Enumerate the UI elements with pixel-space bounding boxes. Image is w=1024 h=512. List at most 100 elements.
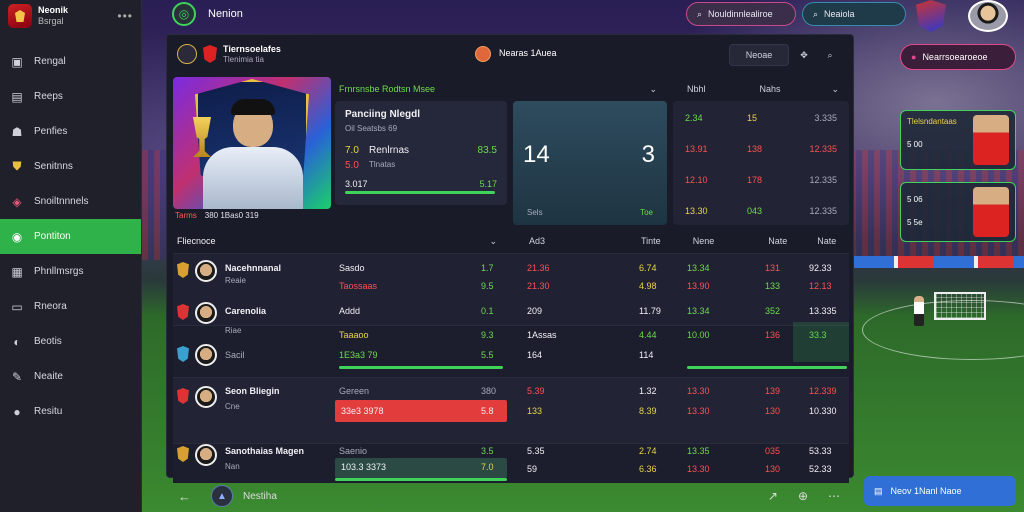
avatar[interactable]	[968, 0, 1008, 32]
bookmark-icon: ▤	[11, 89, 23, 104]
club-crest-icon	[177, 262, 189, 278]
advertising-board	[854, 256, 1024, 268]
top-bar: ◎ Nenion ⌕ Nouldinnlealiroe ⌕ Neaiola	[142, 0, 1024, 32]
progress-bar	[687, 366, 847, 369]
globe-icon: ◐	[13, 334, 21, 349]
flag-icon: ◉	[11, 229, 23, 244]
search-input-secondary[interactable]: ⌕ Neaiola	[802, 2, 906, 26]
odds-row[interactable]: 13.91 138 12.335	[685, 144, 837, 154]
avatar	[195, 260, 217, 282]
team-crest-icon	[203, 45, 217, 63]
table-row[interactable]: Riae Taaaoo 9.3 1Assas 4.44 10.00 136 33…	[173, 322, 849, 377]
avatar	[195, 444, 217, 466]
page-title: Nenion	[208, 8, 243, 20]
header-filter-button[interactable]: Neoae	[729, 44, 789, 66]
match-icon	[475, 46, 491, 62]
player-hero-card[interactable]	[173, 77, 331, 209]
search-icon: ⌕	[813, 8, 819, 19]
score-card[interactable]: 14 3 Sels Toe	[513, 101, 667, 225]
score-home: 14	[523, 141, 550, 168]
club-crest-icon[interactable]	[916, 0, 946, 32]
sidebar-item-1[interactable]: ▤ Reeps	[11, 89, 63, 104]
table-row[interactable]: Seon Bliegin Cne Gereen 33e3 3978 380 5.…	[173, 377, 849, 443]
player-table: Nacehnnanal Reaie Carenolia Sasdo Taossa…	[173, 253, 849, 483]
bottom-label: Nestiha	[243, 490, 277, 502]
sidebar-item-7[interactable]: ▭ Rneora	[11, 299, 67, 314]
side-card-1[interactable]: Tlelsndantaas 5 00	[900, 110, 1016, 170]
player-thumbnail	[973, 115, 1009, 165]
table-row[interactable]: Sanothaias Magen Nan Saenio 103.3 3373 3…	[173, 443, 849, 483]
list-icon: ▦	[11, 264, 23, 279]
side-pill-button[interactable]: ● Nearrsoearoeoe	[900, 44, 1016, 70]
chevron-down-icon: ⌄	[649, 83, 657, 94]
app-logo-icon[interactable]: ◎	[172, 2, 196, 26]
stats-column-head[interactable]: Frnrsnsbe Rodtsn Msee ⌄	[339, 83, 657, 95]
sidebar-item-4[interactable]: ◈ Snoiltnnnels	[0, 184, 141, 219]
brand-title: Neonik	[38, 5, 69, 15]
chevron-down-icon: ⌄	[831, 83, 839, 94]
bottom-bar: ← ▲ Nestiha ↗ ⊕ ⋯	[166, 480, 854, 512]
goal-net	[934, 292, 986, 320]
avatar	[195, 344, 217, 366]
sidebar-item-5[interactable]: ◉ Pontiton	[0, 219, 141, 254]
highlight-cell	[793, 322, 849, 362]
progress-bar	[339, 366, 503, 369]
chevron-down-icon: ⌄	[489, 235, 497, 246]
share-icon[interactable]: ✥	[800, 49, 808, 60]
stat-progress-bar	[345, 191, 495, 194]
team-subtitle: Tlenimia tia	[223, 55, 264, 64]
avatar	[195, 386, 217, 408]
list-columns: Ad3 Tinte Nene Nate Nate	[529, 236, 837, 246]
team-badge-icon	[177, 44, 197, 64]
sidebar-item-2[interactable]: ☗ Penfies	[11, 124, 68, 139]
side-card-2[interactable]: 5 06 5 5e	[900, 182, 1016, 242]
club-crest-icon	[177, 446, 189, 462]
avatar	[195, 302, 217, 324]
list-head[interactable]: Fliecnoce ⌄	[177, 235, 497, 247]
more-icon[interactable]: ⋯	[828, 489, 840, 503]
odds-card[interactable]: 2.34 15 3.335 13.91 138 12.335 12.10 178 12.33…	[673, 101, 849, 225]
score-away: 3	[641, 141, 655, 168]
sidebar-item-0[interactable]: ▣ Rengal	[11, 54, 66, 69]
odds-row[interactable]: 13.30 043 12.335	[685, 206, 837, 216]
action-button[interactable]: ▤ Neov 1Nanl Naoe	[864, 476, 1016, 506]
hero-hair	[231, 99, 275, 115]
search-icon[interactable]: ⌕	[827, 49, 833, 60]
sidebar-item-6[interactable]: ▦ Phnllmsrgs	[11, 264, 84, 279]
hero-caption: Tarms 380 1Bas0 319	[175, 211, 259, 220]
stack-icon: ◈	[12, 194, 22, 209]
monitor-icon: ▭	[11, 299, 23, 314]
club-crest-icon	[177, 346, 189, 362]
sidebar-item-8[interactable]: ◐ Beotis	[0, 324, 141, 359]
users-icon: ☗	[11, 124, 23, 139]
odds-row[interactable]: 2.34 15 3.335	[685, 113, 837, 123]
panel-header: Tiernsoelafes Tlenimia tia Nearas 1Auea …	[167, 35, 855, 73]
pen-icon: ✎	[11, 369, 23, 384]
club-crest-icon	[177, 304, 189, 320]
sidebar-item-9[interactable]: ✎ Neaite	[11, 369, 63, 384]
match-label: Nearas 1Auea	[499, 48, 557, 58]
sidebar-nav: ▣ Rengal ▤ Reeps ☗ Penfies ⛊ Senitnns ◈ Snoil…	[0, 44, 141, 429]
card-icon: ▤	[874, 485, 883, 496]
add-icon[interactable]: ⊕	[797, 489, 808, 503]
circle-icon: ●	[911, 52, 917, 62]
back-arrow-icon[interactable]: ←	[178, 488, 191, 504]
brand: Neonik Bsrgal •••	[0, 0, 141, 32]
nav-icon[interactable]: ▲	[211, 485, 233, 507]
sidebar-item-3[interactable]: ⛊ Senitnns	[0, 149, 141, 184]
highlight-bar-red	[335, 400, 507, 422]
search-input-primary[interactable]: ⌕ Nouldinnlealiroe	[686, 2, 796, 26]
dots-icon[interactable]: •••	[117, 9, 133, 23]
match-panel: Tiernsoelafes Tlenimia tia Nearas 1Auea …	[166, 34, 855, 483]
info-icon: ●	[13, 404, 21, 419]
player-figure	[914, 296, 924, 326]
odds-column-head[interactable]: Nbhl Nahs ⌄	[687, 83, 839, 95]
table-row[interactable]: Nacehnnanal Reaie Carenolia Sasdo Taossa…	[173, 253, 849, 325]
brand-logo-icon	[8, 4, 32, 28]
odds-row[interactable]: 12.10 178 12.335	[685, 175, 837, 185]
team-name: Tiernsoelafes	[223, 44, 281, 54]
share-icon[interactable]: ↗	[767, 489, 778, 503]
sidebar-item-10[interactable]: ● Resitu	[0, 394, 141, 429]
player-stat-card[interactable]: Panciing Nlegdl Oil Seatsbs 69 7.0 Renlr…	[335, 101, 507, 205]
shield-icon: ⛊	[12, 159, 22, 173]
